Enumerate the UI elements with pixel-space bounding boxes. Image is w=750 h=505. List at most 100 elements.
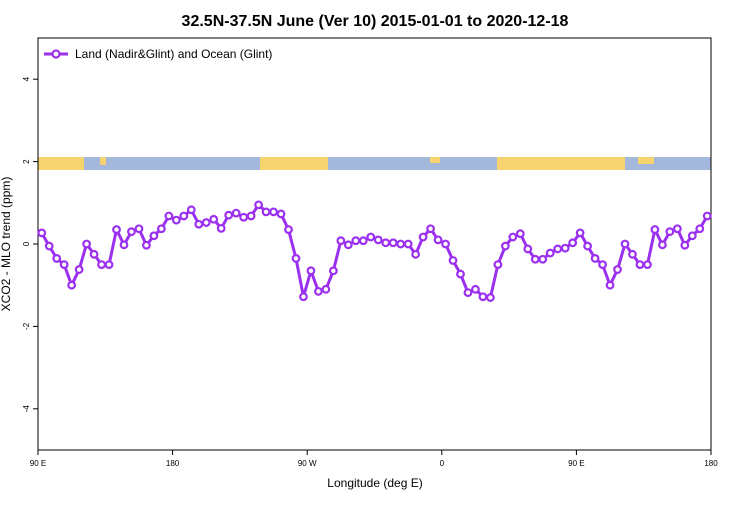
land-segment [38,157,84,170]
x-tick-label: 0 [440,459,445,468]
land-segment [430,157,440,163]
x-tick-label: 180 [166,459,180,468]
data-point [82,239,92,249]
data-point [164,211,174,221]
x-tick-label: 90 W [298,459,317,468]
data-point [127,227,136,237]
data-point [149,231,159,241]
data-point [269,207,278,217]
data-point [246,211,256,221]
data-point [463,288,473,298]
data-point [388,238,398,248]
data-point [568,238,578,248]
data-point [119,240,129,250]
y-tick-label: -4 [22,405,31,413]
data-point [605,280,615,290]
land-segment [497,157,625,170]
data-point [336,236,346,246]
data-point [194,219,204,229]
x-axis-label: Longitude (deg E) [327,476,422,490]
data-point [560,243,570,253]
data-point [456,269,465,279]
data-point [67,280,77,290]
y-tick-label: 2 [22,159,31,164]
data-point [373,235,383,245]
data-point [553,244,563,254]
y-tick-label: -2 [22,322,31,330]
data-point [44,241,54,251]
data-point [598,260,607,270]
legend-label: Land (Nadir&Glint) and Ocean (Glint) [75,47,272,61]
land-segment [100,157,106,165]
data-point [657,240,667,250]
data-point [672,224,682,234]
data-point [231,208,241,218]
data-point [441,239,450,249]
data-point [156,224,166,234]
data-point [628,249,637,259]
data-point [224,210,234,220]
data-point [37,228,47,238]
data-point [426,224,435,234]
x-tick-label: 90 E [30,459,46,468]
data-point [321,284,331,294]
data-point [650,225,660,234]
data-point [530,254,540,264]
data-point [299,292,308,302]
data-point [680,240,690,250]
data-point [575,228,585,238]
data-point [291,254,301,263]
data-point [665,227,675,237]
data-point [523,244,533,254]
data-point [643,260,652,270]
data-point [358,236,368,246]
data-point [545,248,555,258]
data-point [486,293,495,302]
data-point [74,265,84,274]
data-point [276,209,286,219]
chart-title: 32.5N-37.5N June (Ver 10) 2015-01-01 to … [182,13,569,30]
data-point [613,265,622,274]
data-point [583,241,593,251]
data-point [471,284,480,294]
data-point [433,235,443,245]
data-point [418,232,428,242]
data-point [343,240,353,250]
data-point [448,256,458,265]
data-point [508,232,518,242]
data-point [500,241,510,251]
data-point [209,214,219,224]
data-point [538,254,548,264]
data-point [254,200,263,210]
data-point [59,260,69,270]
data-point [381,238,391,248]
data-point [134,224,144,234]
data-point [179,211,189,221]
data-point [52,254,62,263]
legend-marker [51,49,61,59]
data-point [620,239,630,249]
data-point [97,260,106,270]
data-point [515,229,525,239]
map-strip [38,157,711,170]
data-point [314,286,323,296]
plot-frame [37,37,712,451]
data-point [695,224,705,234]
data-point [216,223,226,233]
data-point [186,205,196,215]
data-point [201,218,211,227]
data-point [261,207,271,217]
data-point [687,231,697,241]
data-point [328,266,338,276]
data-point [396,239,406,249]
land-segment [638,157,654,164]
data-point [142,240,151,250]
x-tick-label: 180 [704,459,718,468]
data-point [366,232,376,242]
data-point [635,260,645,270]
data-point [306,266,316,276]
data-point [590,254,600,263]
y-tick-label: 0 [22,241,31,246]
data-point [112,225,121,234]
